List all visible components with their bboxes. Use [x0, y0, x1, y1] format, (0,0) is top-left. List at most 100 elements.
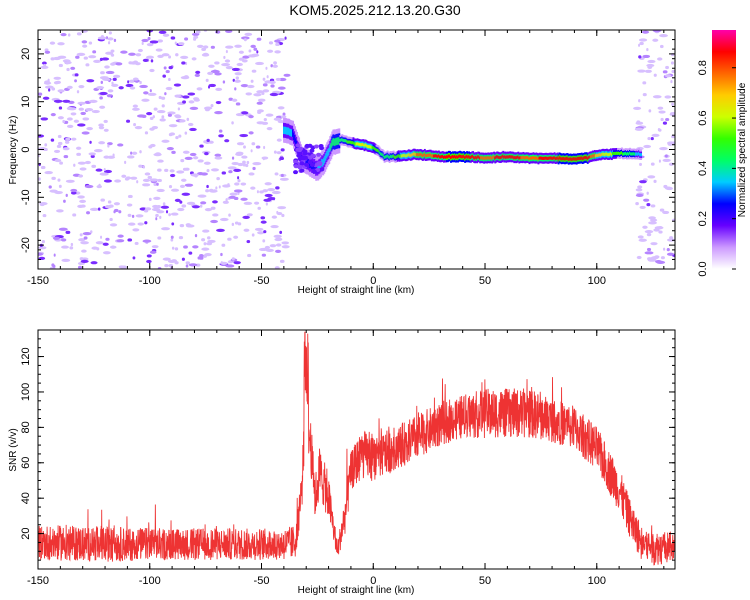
heatmap-cell	[277, 206, 287, 210]
heatmap-cell	[44, 143, 48, 147]
heatmap-cell	[503, 155, 506, 159]
heatmap-cell	[125, 176, 132, 180]
heatmap-cell	[126, 119, 131, 123]
heatmap-cell	[392, 154, 395, 158]
heatmap-cell	[133, 123, 137, 127]
heatmap-cell	[551, 156, 554, 161]
heatmap-cell	[83, 56, 88, 60]
heatmap-cell	[519, 156, 522, 160]
heatmap-cell	[225, 264, 235, 268]
heatmap-cell	[254, 201, 260, 205]
heatmap-cell	[260, 220, 267, 224]
heatmap-cell	[338, 137, 341, 145]
heatmap-cell	[206, 138, 210, 142]
heatmap-cell	[619, 151, 622, 155]
heatmap-cell	[560, 157, 563, 161]
heatmap-cell	[353, 142, 356, 146]
heatmap-cell	[556, 156, 559, 160]
heatmap-cell	[367, 145, 370, 149]
heatmap-cell	[273, 117, 282, 121]
heatmap-cell	[113, 210, 116, 214]
heatmap-cell	[662, 158, 671, 162]
heatmap-cell	[149, 127, 155, 131]
heatmap-cell	[42, 96, 50, 100]
snr-frame	[37, 329, 676, 570]
heatmap-cell	[313, 144, 319, 149]
heatmap-cell	[130, 176, 138, 180]
heatmap-cell	[549, 156, 552, 160]
heatmap-cell	[44, 85, 54, 89]
heatmap-cell	[633, 152, 635, 156]
heatmap-cell	[41, 61, 47, 65]
heatmap-cell	[109, 217, 113, 222]
heatmap-cell	[358, 142, 361, 146]
heatmap-cell	[624, 152, 626, 156]
heatmap-cell	[171, 259, 177, 263]
heatmap-cell	[205, 189, 210, 193]
heatmap-cell	[170, 235, 174, 239]
heatmap-cell	[657, 128, 661, 132]
heatmap-cell	[88, 41, 93, 45]
heatmap-cell	[53, 99, 63, 103]
heatmap-cell	[637, 185, 643, 189]
heatmap-cell	[636, 120, 641, 124]
heatmap-cell	[98, 183, 101, 187]
heatmap-cell	[225, 45, 234, 49]
heatmap-cell	[233, 168, 242, 172]
heatmap-cell	[634, 152, 636, 156]
heatmap-cell	[250, 186, 256, 190]
heatmap-cell	[214, 111, 223, 115]
heatmap-cell	[627, 151, 629, 156]
heatmap-cell	[81, 249, 87, 253]
y-tick-label: 20	[20, 527, 32, 539]
heatmap-cell	[153, 196, 161, 200]
heatmap-cell	[178, 134, 182, 138]
heatmap-cell	[53, 76, 62, 80]
heatmap-cell	[236, 142, 245, 146]
heatmap-cell	[242, 163, 247, 167]
heatmap-cell	[472, 154, 475, 158]
heatmap-cell	[517, 155, 520, 159]
heatmap-cell	[221, 63, 231, 67]
heatmap-cell	[476, 156, 479, 160]
heatmap-cell	[157, 236, 162, 240]
heatmap-cell	[51, 87, 56, 91]
heatmap-cell	[231, 257, 235, 261]
heatmap-cell	[389, 154, 392, 158]
heatmap-cell	[164, 168, 169, 172]
heatmap-cell	[228, 97, 233, 101]
heatmap-cell	[276, 138, 282, 142]
heatmap-cell	[395, 155, 398, 159]
heatmap-cell	[475, 155, 478, 159]
heatmap-cell	[669, 112, 675, 117]
heatmap-cell	[193, 97, 200, 101]
heatmap-cell	[86, 79, 95, 83]
colorbar-tick-label: 0.2	[697, 211, 709, 226]
heatmap-cell	[110, 49, 115, 53]
heatmap-cell	[652, 95, 662, 99]
heatmap-cell	[586, 157, 589, 161]
heatmap-cell	[57, 134, 62, 139]
heatmap-cell	[107, 89, 114, 93]
heatmap-cell	[464, 156, 467, 160]
heatmap-cell	[110, 62, 116, 66]
heatmap-cell	[142, 58, 149, 62]
heatmap-cell	[255, 145, 261, 149]
heatmap-cell	[106, 94, 113, 98]
heatmap-cell	[38, 92, 43, 96]
heatmap-cell	[274, 50, 281, 54]
heatmap-cell	[65, 179, 75, 183]
heatmap-cell	[307, 143, 313, 148]
heatmap-cell	[252, 162, 262, 166]
heatmap-cell	[182, 100, 187, 104]
heatmap-cell	[195, 70, 201, 74]
heatmap-cell	[596, 153, 599, 158]
heatmap-cell	[390, 155, 393, 159]
x-tick-label: -100	[139, 275, 161, 287]
heatmap-cell	[266, 75, 269, 79]
heatmap-cell	[134, 241, 139, 246]
heatmap-cell	[275, 42, 280, 47]
heatmap-cell	[282, 112, 286, 116]
heatmap-cell	[455, 155, 457, 159]
x-tick-label: -150	[27, 575, 49, 587]
